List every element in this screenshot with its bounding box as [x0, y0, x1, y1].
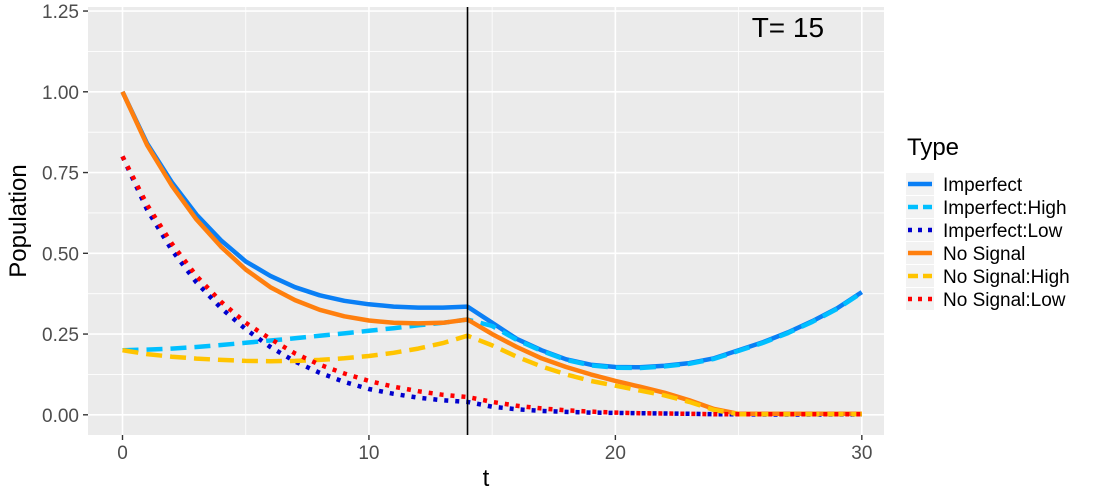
legend: Type ImperfectImperfect:HighImperfect:Lo…	[906, 134, 1070, 311]
x-tick-label: 20	[605, 443, 626, 464]
legend-label: No Signal:High	[943, 267, 1070, 288]
x-tick-label: 10	[358, 443, 379, 464]
x-tick-label: 0	[117, 443, 128, 464]
y-tick-label: 1.00	[42, 83, 79, 104]
y-axis: 0.00 0.25 0.50 0.75 1.00 1.25	[42, 2, 88, 427]
series-line-no-signal-low	[120, 155, 862, 417]
x-axis-title: t	[483, 465, 490, 492]
y-tick-label: 0.75	[42, 164, 79, 185]
annotation-label: T= 15	[752, 12, 824, 43]
legend-label: No Signal:Low	[943, 290, 1066, 311]
y-tick-label: 0.50	[42, 244, 79, 265]
x-axis: 0 10 20 30	[117, 435, 872, 464]
plot-panel	[88, 7, 884, 435]
legend-key	[906, 196, 934, 218]
legend-label: Imperfect:Low	[943, 221, 1063, 242]
y-axis-title: Population	[5, 164, 32, 277]
x-tick-label: 30	[851, 443, 872, 464]
series-line-imperfect-high	[122, 290, 864, 371]
legend-label: No Signal	[943, 244, 1025, 265]
legend-title: Type	[907, 134, 959, 161]
legend-key	[906, 265, 934, 287]
y-tick-label: 0.25	[42, 325, 79, 346]
y-tick-label: 1.25	[42, 2, 79, 23]
grid-minor	[88, 7, 884, 435]
legend-label: Imperfect:High	[943, 198, 1067, 219]
series-layer	[120, 90, 864, 417]
y-tick-label: 0.00	[42, 406, 79, 427]
legend-label: Imperfect	[943, 175, 1023, 196]
